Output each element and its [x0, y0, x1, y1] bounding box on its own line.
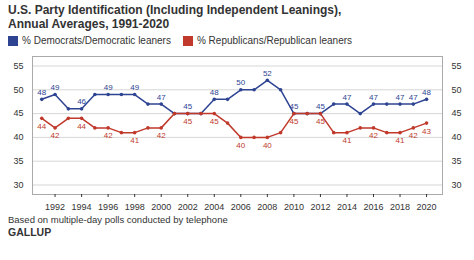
- svg-text:44: 44: [37, 122, 46, 131]
- svg-text:41: 41: [396, 136, 405, 145]
- svg-text:43: 43: [422, 126, 431, 135]
- svg-text:42: 42: [369, 131, 378, 140]
- html-text:% Republicans/Republican leane: % Republicans/Republican leaners: [196, 34, 352, 46]
- svg-text:47: 47: [369, 92, 378, 101]
- svg-text:2002: 2002: [178, 202, 198, 212]
- svg-text:45: 45: [210, 117, 219, 126]
- svg-text:40: 40: [263, 141, 272, 150]
- svg-text:45: 45: [316, 102, 325, 111]
- svg-text:45: 45: [289, 117, 298, 126]
- svg-text:48: 48: [422, 88, 431, 97]
- svg-text:2006: 2006: [231, 202, 251, 212]
- svg-text:1998: 1998: [125, 202, 145, 212]
- svg-text:45: 45: [289, 102, 298, 111]
- svg-text:52: 52: [263, 69, 272, 78]
- svg-text:46: 46: [77, 97, 86, 106]
- svg-text:35: 35: [13, 156, 23, 166]
- svg-text:1994: 1994: [72, 202, 92, 212]
- svg-text:49: 49: [130, 83, 139, 92]
- svg-text:45: 45: [183, 102, 192, 111]
- svg-text:50: 50: [452, 84, 462, 94]
- svg-text:55: 55: [452, 61, 462, 71]
- svg-text:40: 40: [452, 132, 462, 142]
- svg-text:41: 41: [130, 136, 139, 145]
- svg-text:2000: 2000: [151, 202, 171, 212]
- svg-text:42: 42: [104, 131, 113, 140]
- svg-text:45: 45: [316, 117, 325, 126]
- svg-text:48: 48: [37, 88, 46, 97]
- svg-text:2008: 2008: [257, 202, 277, 212]
- html-text:GALLUP: GALLUP: [8, 225, 52, 238]
- svg-text:50: 50: [13, 84, 23, 94]
- svg-text:2012: 2012: [310, 202, 330, 212]
- html-text:U.S. Party Identification (Inc: U.S. Party Identification (Including Ind…: [8, 3, 342, 32]
- svg-text:2016: 2016: [363, 202, 383, 212]
- svg-text:2018: 2018: [390, 202, 410, 212]
- svg-text:2010: 2010: [284, 202, 304, 212]
- svg-text:55: 55: [13, 61, 23, 71]
- svg-text:49: 49: [51, 83, 60, 92]
- svg-text:47: 47: [343, 92, 352, 101]
- svg-text:1992: 1992: [45, 202, 65, 212]
- svg-text:45: 45: [13, 108, 23, 118]
- svg-text:45: 45: [183, 117, 192, 126]
- svg-text:42: 42: [409, 131, 418, 140]
- svg-text:50: 50: [236, 78, 245, 87]
- svg-text:42: 42: [51, 131, 60, 140]
- svg-text:2014: 2014: [337, 202, 357, 212]
- svg-text:41: 41: [343, 136, 352, 145]
- svg-text:2020: 2020: [417, 202, 437, 212]
- svg-text:47: 47: [409, 92, 418, 101]
- svg-text:30: 30: [452, 180, 462, 190]
- svg-text:49: 49: [104, 83, 113, 92]
- svg-text:48: 48: [210, 88, 219, 97]
- svg-text:30: 30: [13, 180, 23, 190]
- svg-text:42: 42: [157, 131, 166, 140]
- svg-text:47: 47: [157, 92, 166, 101]
- svg-text:35: 35: [452, 156, 462, 166]
- svg-text:44: 44: [77, 122, 86, 131]
- svg-text:45: 45: [452, 108, 462, 118]
- svg-text:2004: 2004: [204, 202, 224, 212]
- html-text:Based on multiple-day polls co: Based on multiple-day polls conducted by…: [8, 213, 228, 225]
- svg-text:1996: 1996: [98, 202, 118, 212]
- svg-text:47: 47: [396, 92, 405, 101]
- svg-text:40: 40: [13, 132, 23, 142]
- html-text:% Democrats/Democratic leaners: % Democrats/Democratic leaners: [22, 34, 171, 46]
- svg-text:40: 40: [236, 141, 245, 150]
